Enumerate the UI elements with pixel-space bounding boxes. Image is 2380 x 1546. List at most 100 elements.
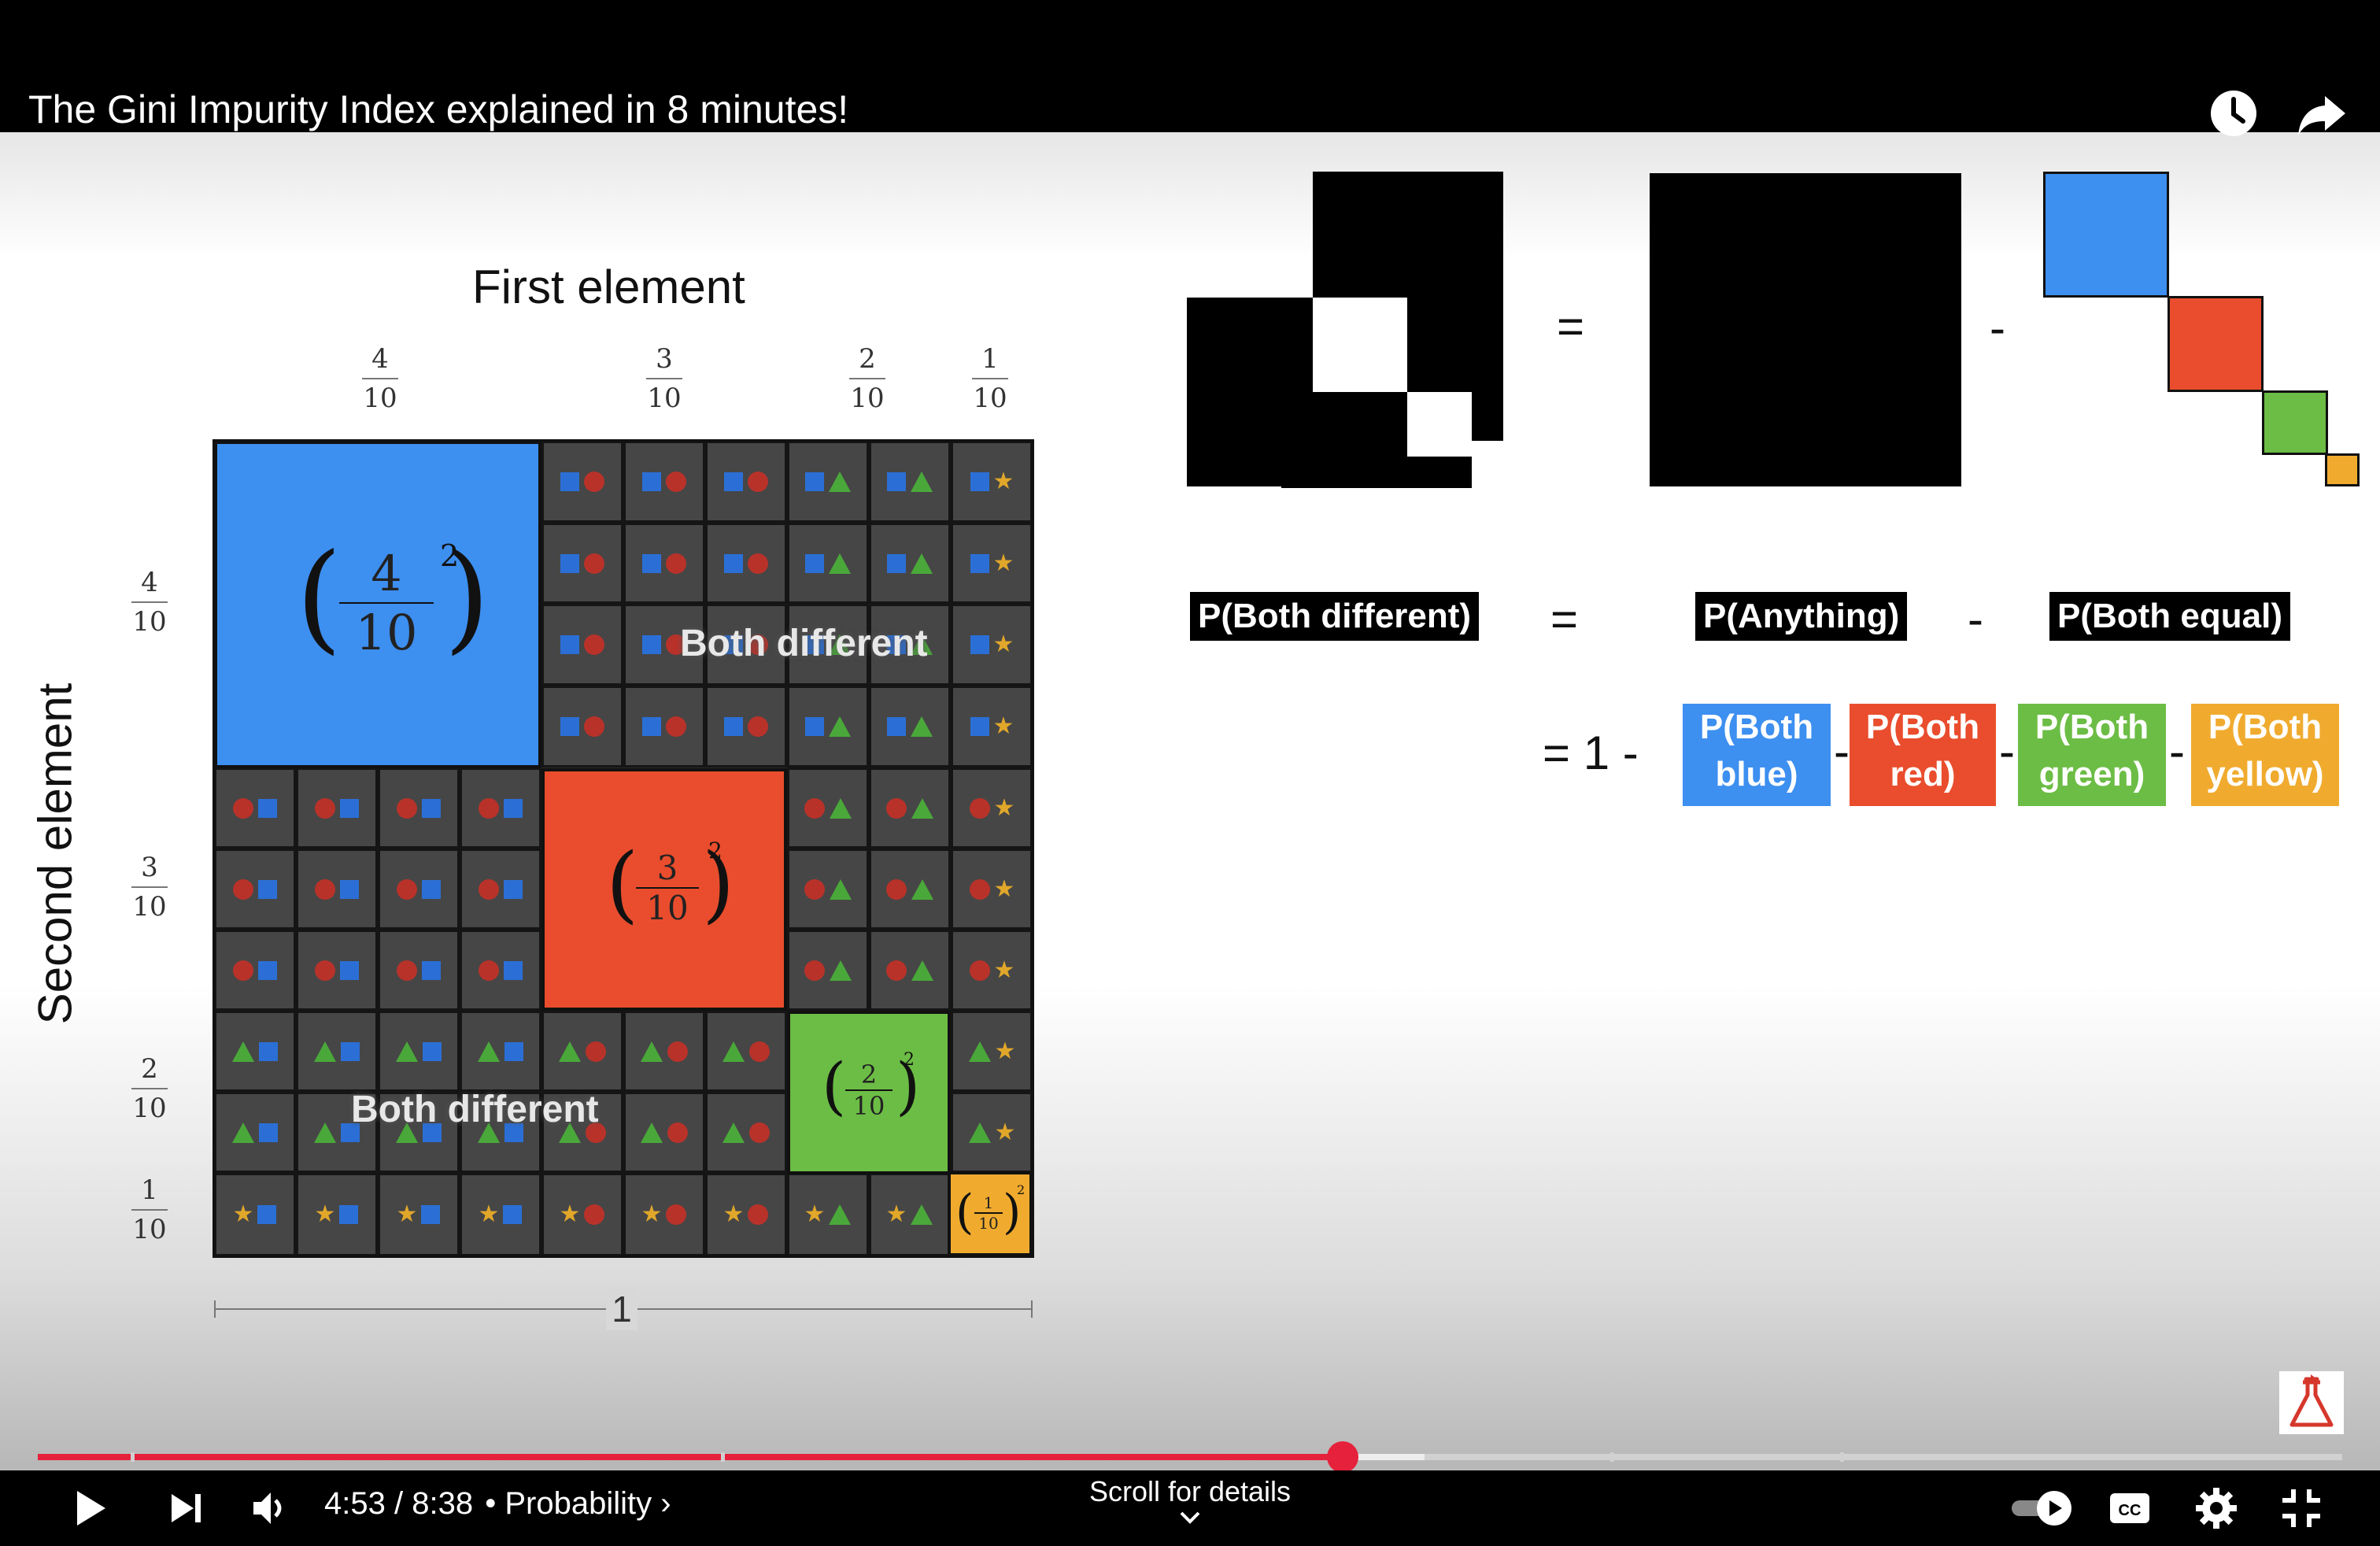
video-title[interactable]: The Gini Impurity Index explained in 8 m…	[28, 87, 849, 131]
diagonal-square-blue: ( 4 10 ) 2	[214, 441, 541, 768]
pair-cell	[787, 604, 869, 686]
stair-square-green	[2262, 390, 2328, 455]
pair-cell: ★	[705, 1173, 787, 1256]
chapter-title[interactable]: Probability	[504, 1486, 652, 1521]
stair-square-yellow	[2325, 453, 2360, 486]
pair-cell	[541, 686, 623, 767]
pair-cell	[541, 1011, 623, 1092]
current-time: 4:53	[324, 1486, 386, 1521]
x-axis-title: First element	[472, 261, 745, 313]
pair-cell: ★	[541, 1173, 623, 1256]
play-icon[interactable]	[68, 1486, 112, 1530]
pair-cell	[460, 1092, 541, 1173]
pair-cell	[378, 849, 460, 930]
pair-cell	[869, 767, 951, 849]
minus-between-green-yellow: -	[2169, 725, 2185, 778]
pair-cell: ★	[951, 1011, 1033, 1092]
exit-fullscreen-icon[interactable]	[2281, 1488, 2322, 1529]
pair-cell	[460, 849, 541, 930]
cc-icon[interactable]: CC	[2108, 1489, 2152, 1527]
player-controls: 4:53 / 8:38 • Probability › Scroll for d…	[0, 1470, 2380, 1546]
equals-one-minus: = 1 -	[1543, 727, 1639, 779]
both-different-label-bottom: Both different	[351, 1089, 599, 1130]
column-label-yellow: 1 10	[972, 343, 1008, 414]
both-different-label-top: Both different	[680, 623, 928, 664]
row-label-green: 2 10	[131, 1053, 168, 1124]
equals-sign-text: =	[1550, 593, 1579, 645]
share-arrow-icon[interactable]	[2297, 88, 2347, 139]
diagonal-square-red: ( 3 10 ) 2	[541, 768, 787, 1011]
pair-cell	[705, 604, 787, 686]
pair-cell	[214, 930, 296, 1011]
skip-next-icon[interactable]	[167, 1489, 208, 1527]
row-label-blue: 4 10	[131, 567, 168, 638]
progress-played	[38, 1454, 1343, 1460]
scale-bar-tick-left	[214, 1300, 216, 1318]
pair-cell: ★	[787, 1173, 869, 1256]
pair-cell	[623, 523, 705, 604]
pair-cell	[869, 604, 951, 686]
clock-icon[interactable]	[2208, 88, 2259, 139]
progress-bar[interactable]	[38, 1441, 2342, 1473]
pair-cell: ★	[378, 1173, 460, 1256]
pair-cell	[541, 441, 623, 523]
pair-cell	[378, 767, 460, 849]
pair-cell	[623, 604, 705, 686]
row-label-yellow: 1 10	[131, 1174, 168, 1245]
shape-both-different	[1187, 172, 1503, 488]
pair-cell	[705, 1011, 787, 1092]
column-label-blue: 4 10	[362, 343, 398, 414]
column-label-green: 2 10	[849, 343, 885, 414]
p-both-red-tag: P(Both red)	[1850, 704, 1996, 806]
row-label-red: 3 10	[131, 852, 168, 923]
chapter-chevron-icon[interactable]: ›	[660, 1486, 671, 1521]
pair-cell	[869, 686, 951, 767]
duration: 8:38	[412, 1486, 474, 1521]
pair-cell	[705, 686, 787, 767]
pair-cell	[705, 523, 787, 604]
minus-between-red-green: -	[1999, 725, 2015, 778]
scale-bar-tick-right	[1031, 1300, 1033, 1318]
p-both-equal-tag: P(Both equal)	[2049, 592, 2290, 641]
progress-scrubber[interactable]	[1327, 1441, 1359, 1473]
time-display: 4:53 / 8:38 • Probability ›	[324, 1486, 671, 1522]
pair-cell: ★	[460, 1173, 541, 1256]
pair-cell	[787, 930, 869, 1011]
minus-between-blue-red: -	[1834, 725, 1850, 778]
scroll-hint[interactable]: Scroll for details	[1033, 1475, 1347, 1526]
pair-cell	[378, 1092, 460, 1173]
scroll-hint-text: Scroll for details	[1088, 1475, 1292, 1507]
pair-cell: ★	[951, 1092, 1033, 1173]
chapter-gap	[1840, 1452, 1844, 1462]
pair-cell	[460, 767, 541, 849]
pair-cell: ★	[951, 849, 1033, 930]
pair-cell	[378, 930, 460, 1011]
pair-cell: ★	[951, 686, 1033, 767]
flask-logo-icon[interactable]	[2279, 1371, 2344, 1434]
pair-cell: ★	[869, 1173, 951, 1256]
equals-sign-figure: =	[1557, 300, 1585, 353]
shape-anything	[1650, 173, 1961, 486]
pair-cell	[460, 1011, 541, 1092]
pair-cell	[623, 1011, 705, 1092]
volume-icon[interactable]	[250, 1489, 291, 1527]
autoplay-toggle-icon[interactable]	[2009, 1488, 2075, 1529]
pair-cell	[787, 441, 869, 523]
pair-cell	[869, 849, 951, 930]
gear-icon[interactable]	[2194, 1486, 2238, 1530]
diagonal-square-green: ( 2 10 ) 2	[787, 1011, 951, 1174]
p-both-yellow-tag: P(Both yellow)	[2191, 704, 2339, 806]
pair-cell	[296, 767, 378, 849]
pair-cell	[214, 849, 296, 930]
pair-cell	[214, 767, 296, 849]
pair-cell	[787, 767, 869, 849]
pair-cell	[787, 686, 869, 767]
video-top-bar: The Gini Impurity Index explained in 8 m…	[0, 0, 2380, 136]
pair-cell	[296, 1092, 378, 1173]
column-label-red: 3 10	[646, 343, 682, 414]
grid-border	[213, 439, 1034, 1258]
diagonal-square-yellow: ( 1 10 ) 2	[948, 1171, 1033, 1256]
p-both-different-tag: P(Both different)	[1190, 592, 1480, 641]
pair-cell	[623, 1092, 705, 1173]
